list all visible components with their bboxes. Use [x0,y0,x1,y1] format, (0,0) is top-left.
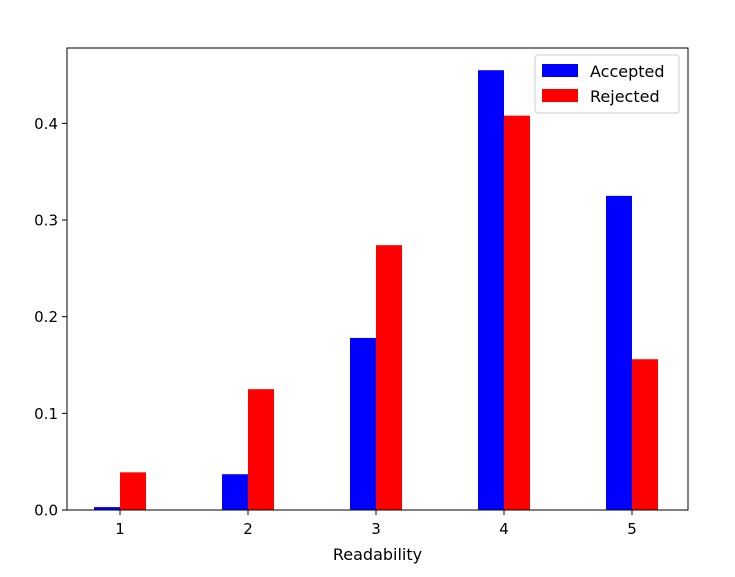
legend: Accepted Rejected [534,54,680,114]
y-axis: 0.0 0.1 0.2 0.3 0.4 [34,115,67,520]
plot-frame [66,47,689,511]
y-tick-label-0.4: 0.4 [34,115,58,133]
legend-swatch-rejected [542,89,578,102]
y-tick-label-0.3: 0.3 [34,212,58,230]
bar-accepted-2 [222,474,248,510]
x-tick-label-4: 4 [499,520,509,538]
bar-accepted-4 [478,70,504,510]
bar-rejected-1 [120,472,146,510]
y-tick-label-0.0: 0.0 [34,502,58,520]
x-tick-label-3: 3 [371,520,381,538]
legend-label-rejected: Rejected [590,87,660,106]
y-tick-label-0.2: 0.2 [34,308,58,326]
bar-accepted-1 [94,507,120,510]
bar-rejected-5 [632,359,658,510]
bar-accepted-3 [350,337,376,510]
bar-rejected-4 [504,115,530,510]
bars-layer [94,70,658,510]
legend-swatch-accepted [542,64,578,77]
x-axis-label: Readability [333,545,422,564]
bar-rejected-3 [376,245,402,510]
bar-accepted-5 [606,195,632,510]
x-axis: 1 2 3 4 5 [115,510,637,538]
legend-label-accepted: Accepted [590,62,665,81]
x-tick-label-2: 2 [243,520,253,538]
bar-rejected-2 [248,389,274,510]
x-tick-label-5: 5 [627,520,637,538]
y-tick-label-0.1: 0.1 [34,405,58,423]
x-tick-label-1: 1 [115,520,125,538]
